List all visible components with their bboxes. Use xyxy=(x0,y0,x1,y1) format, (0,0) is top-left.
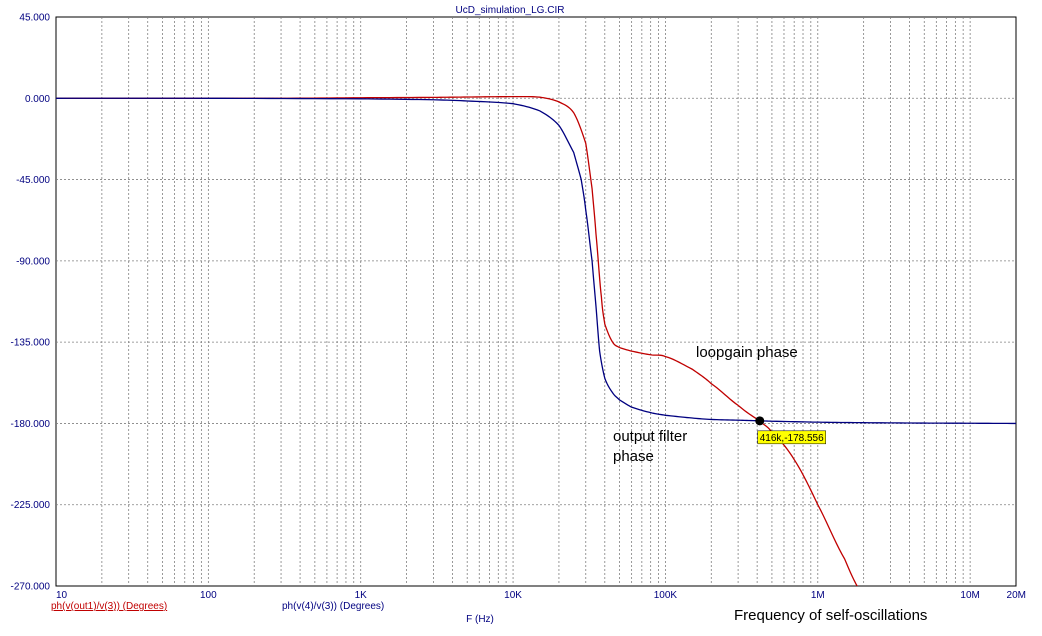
cursor-marker xyxy=(755,416,765,426)
legend-output-filter-phase: ph(v(4)/v(3)) (Degrees) xyxy=(282,601,384,612)
y-tick-label: -225.000 xyxy=(11,500,51,511)
annotation-output-filter: output filter xyxy=(613,428,687,445)
x-tick-label: 10M xyxy=(960,590,979,601)
y-tick-label: -180.000 xyxy=(11,419,51,430)
y-tick-label: -135.000 xyxy=(11,338,51,349)
chart-title: UcD_simulation_LG.CIR xyxy=(456,5,565,16)
cursor-label-box xyxy=(757,430,826,445)
x-tick-label: 20M xyxy=(1007,590,1026,601)
tick-labels: 45.000 0.000 -45.000 -90.000 -135.000 -180.00… xyxy=(11,13,1026,602)
x-tick-label: 100 xyxy=(200,590,217,601)
x-tick-label: 10 xyxy=(56,590,68,601)
series-lines xyxy=(56,95,1016,586)
y-tick-label: 45.000 xyxy=(19,13,50,24)
y-tick-label: -45.000 xyxy=(16,175,50,186)
series-output-filter-phase-line xyxy=(56,97,1016,425)
grid xyxy=(56,17,1016,586)
series-loopgain-phase-line xyxy=(56,95,858,586)
annotation-frequency-self-oscillations: Frequency of self-oscillations xyxy=(734,607,927,624)
y-tick-label: 0.000 xyxy=(25,94,50,105)
y-tick-label: -270.000 xyxy=(11,582,51,593)
legend-loopgain-phase: ph(v(out1)/v(3)) (Degrees) xyxy=(51,601,167,612)
x-tick-label: 1K xyxy=(355,590,368,601)
cursor-marker-group: 416k,-178.556 xyxy=(755,416,826,445)
x-tick-label: 1M xyxy=(811,590,825,601)
annotation-loopgain-phase: loopgain phase xyxy=(696,344,798,361)
x-tick-label: 10K xyxy=(504,590,522,601)
x-tick-label: 100K xyxy=(654,590,678,601)
x-axis-label: F (Hz) xyxy=(466,614,494,625)
annotation-phase: phase xyxy=(613,448,654,465)
cursor-label: 416k,-178.556 xyxy=(760,433,824,444)
y-tick-label: -90.000 xyxy=(16,256,50,267)
plot-area xyxy=(55,16,1017,587)
